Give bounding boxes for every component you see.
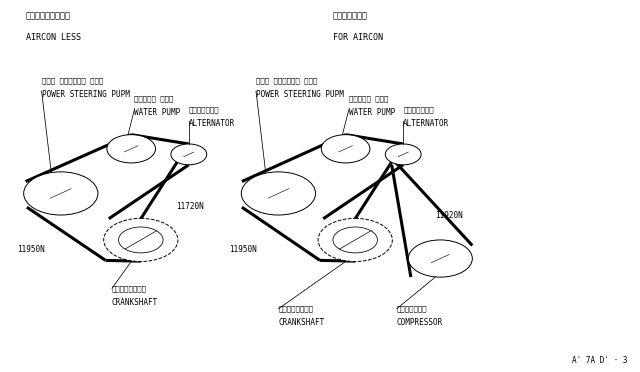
Text: コンプレッサー: コンプレッサー <box>397 306 428 312</box>
Text: POWER STEERING PUPM: POWER STEERING PUPM <box>42 90 129 99</box>
Circle shape <box>321 135 370 163</box>
Text: オルタネイター: オルタネイター <box>189 107 220 113</box>
Circle shape <box>24 172 98 215</box>
Circle shape <box>408 240 472 277</box>
Text: COMPRESSOR: COMPRESSOR <box>397 318 443 327</box>
Text: パワー ステアリング ポンプ: パワー ステアリング ポンプ <box>42 77 103 84</box>
Text: ウォーター ポンプ: ウォーター ポンプ <box>349 96 388 102</box>
Circle shape <box>171 144 207 165</box>
Text: 11720N: 11720N <box>176 202 204 211</box>
Circle shape <box>385 144 421 165</box>
Text: オルタネイター: オルタネイター <box>403 107 434 113</box>
Circle shape <box>241 172 316 215</box>
Text: CRANKSHAFT: CRANKSHAFT <box>278 318 324 327</box>
Text: 11950N: 11950N <box>17 245 45 254</box>
Text: A' 7A D' · 3: A' 7A D' · 3 <box>572 356 627 365</box>
Text: 11950N: 11950N <box>229 245 257 254</box>
Text: FOR AIRCON: FOR AIRCON <box>333 33 383 42</box>
Text: エアコン付仕様: エアコン付仕様 <box>333 11 368 20</box>
Text: クランクシャフト: クランクシャフト <box>112 285 147 292</box>
Text: CRANKSHAFT: CRANKSHAFT <box>112 298 158 307</box>
Text: AIRCON LESS: AIRCON LESS <box>26 33 81 42</box>
Circle shape <box>104 218 178 262</box>
Text: エアコン　無し仕様: エアコン 無し仕様 <box>26 11 70 20</box>
Circle shape <box>318 218 392 262</box>
Text: WATER PUMP: WATER PUMP <box>349 108 395 117</box>
Text: ALTERNATOR: ALTERNATOR <box>403 119 449 128</box>
Text: ウォーター ポンプ: ウォーター ポンプ <box>134 96 174 102</box>
Circle shape <box>107 135 156 163</box>
Text: パワー ステアリング ポンプ: パワー ステアリング ポンプ <box>256 77 317 84</box>
Text: POWER STEERING PUPM: POWER STEERING PUPM <box>256 90 344 99</box>
Text: 11920N: 11920N <box>435 211 463 220</box>
Text: WATER PUMP: WATER PUMP <box>134 108 180 117</box>
Text: ALTERNATOR: ALTERNATOR <box>189 119 235 128</box>
Text: クランクシャフト: クランクシャフト <box>278 306 314 312</box>
